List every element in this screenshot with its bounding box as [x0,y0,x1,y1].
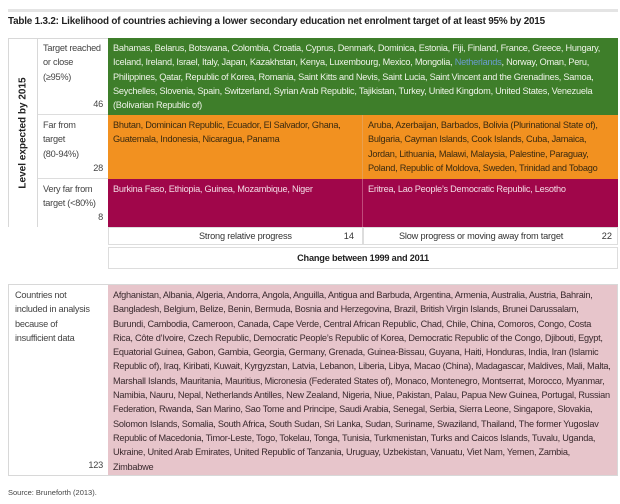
y-axis-label-text: Level expected by 2015 [17,76,28,189]
cell-veryfar-slow: Eritrea, Lao People’s Democratic Republi… [363,179,618,227]
column-label: Slow progress or moving away from target [399,231,564,241]
excluded-countries: Afghanistan, Albania, Algeria, Andorra, … [108,285,617,475]
row-count: 28 [93,162,103,173]
column-label: Strong relative progress [199,231,292,241]
excluded-count: 123 [88,459,103,470]
x-axis-label-text: Change between 1999 and 2011 [297,253,429,263]
row-count: 8 [98,211,103,222]
row-label-far-from-target: Far from target (80-94%) 28 [38,115,108,179]
row-count: 46 [93,98,103,109]
column-count: 14 [343,231,354,241]
row-label-target-reached: Target reached or close (≥95%) 46 [38,38,108,115]
row-label-very-far: Very far from target (<80%) 8 [38,179,108,227]
source-note: Source: Bruneforth (2013). [8,488,97,497]
highlighted-country: Netherlands [454,57,502,68]
y-axis-label: Level expected by 2015 [8,38,38,227]
cell-target-reached: Bahamas, Belarus, Botswana, Colombia, Cr… [108,38,618,115]
cell-far-slow: Aruba, Azerbaijan, Barbados, Bolivia (Pl… [363,115,618,179]
top-rule [8,9,618,12]
column-slow-progress: Slow progress or moving away from target… [363,227,618,245]
cell-veryfar-strong: Burkina Faso, Ethiopia, Guinea, Mozambiq… [108,179,363,227]
table-title: Table 1.3.2: Likelihood of countries ach… [8,15,545,27]
excluded-label: Countries not included in analysis becau… [9,285,108,475]
column-strong-progress: Strong relative progress 14 [108,227,363,245]
x-axis-label: Change between 1999 and 2011 [108,247,618,269]
cell-far-strong: Bhutan, Dominican Republic, Ecuador, El … [108,115,363,179]
column-count: 22 [601,231,612,241]
